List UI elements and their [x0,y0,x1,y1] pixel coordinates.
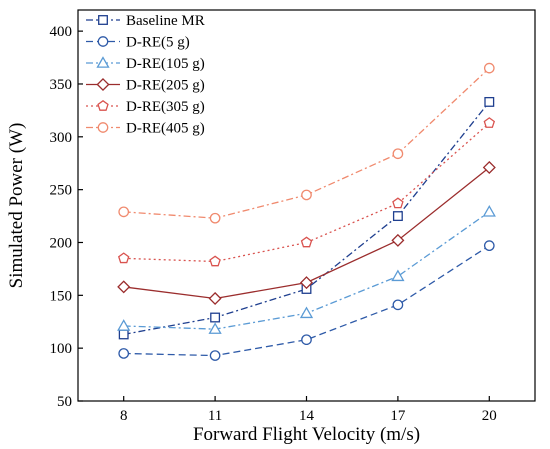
data-point [117,319,131,331]
legend-marker [97,122,109,133]
data-point [483,117,496,128]
y-tick-label: 50 [57,394,72,410]
data-point [209,212,221,224]
series-3 [117,205,496,334]
legend-item: D-RE(205 g) [86,78,205,94]
data-point [483,62,495,74]
data-point [482,205,496,217]
x-tick-label: 14 [299,408,315,424]
data-point [117,280,131,294]
legend-marker [98,15,108,25]
x-axis-title: Forward Flight Velocity (m/s) [193,424,420,445]
y-tick-label: 100 [50,341,73,357]
data-point [118,348,130,359]
data-point [392,211,403,222]
legend-item: Baseline MR [86,13,205,29]
legend-item: D-RE(305 g) [86,99,205,115]
data-point [482,160,496,174]
legend-item: D-RE(105 g) [86,56,205,72]
x-tick-label: 8 [120,408,128,424]
legend-label: D-RE(105 g) [126,56,205,72]
legend-marker [96,56,110,68]
y-tick-label: 250 [50,183,73,199]
data-point [208,291,222,306]
data-point [391,233,405,247]
legend-item: D-RE(405 g) [86,121,205,137]
data-point [392,148,404,160]
data-point [118,329,129,340]
y-tick-label: 150 [50,288,73,304]
data-point [483,240,495,252]
y-tick-label: 200 [50,235,73,251]
legend-label: D-RE(305 g) [126,99,205,115]
plot-area: 8 11 14 17 20 50 100 150 200 250 300 350 400 Baseline… [50,9,536,424]
data-point [117,252,130,264]
legend-marker [96,77,110,92]
data-point [301,334,312,346]
legend: Baseline MR D-RE(5 g) D-RE(105 g) D-RE(205 … [86,13,205,137]
data-point [208,322,222,334]
data-point [118,206,130,218]
series-line [123,122,490,263]
data-point [391,269,405,282]
data-point [299,276,314,290]
y-axis-title: Simulated Power (W) [6,123,27,289]
x-tick-label: 11 [208,408,222,424]
data-point [209,350,221,361]
series-6 [118,62,495,224]
legend-label: Baseline MR [126,13,205,29]
series-5 [117,117,496,267]
x-tick-label: 20 [482,408,497,424]
y-tick-label: 350 [50,77,73,93]
data-point [210,312,221,323]
y-tick-label: 400 [50,24,73,40]
data-point [300,236,313,248]
legend-label: D-RE(205 g) [126,78,205,94]
legend-label: D-RE(5 g) [126,35,190,51]
data-point [392,299,404,311]
series-4 [117,160,496,306]
series-line [123,101,490,336]
data-point [299,306,314,319]
data-point [392,197,404,209]
series-line [123,245,490,357]
data-point [484,96,495,107]
y-tick-label: 300 [50,130,73,146]
legend-marker [97,36,109,47]
legend-label: D-RE(405 g) [126,121,205,137]
x-tick-label: 17 [390,408,406,424]
legend-item: D-RE(5 g) [86,35,190,51]
data-point [209,255,221,267]
data-point [301,189,312,201]
series-2 [118,240,495,361]
legend-marker [97,99,109,111]
